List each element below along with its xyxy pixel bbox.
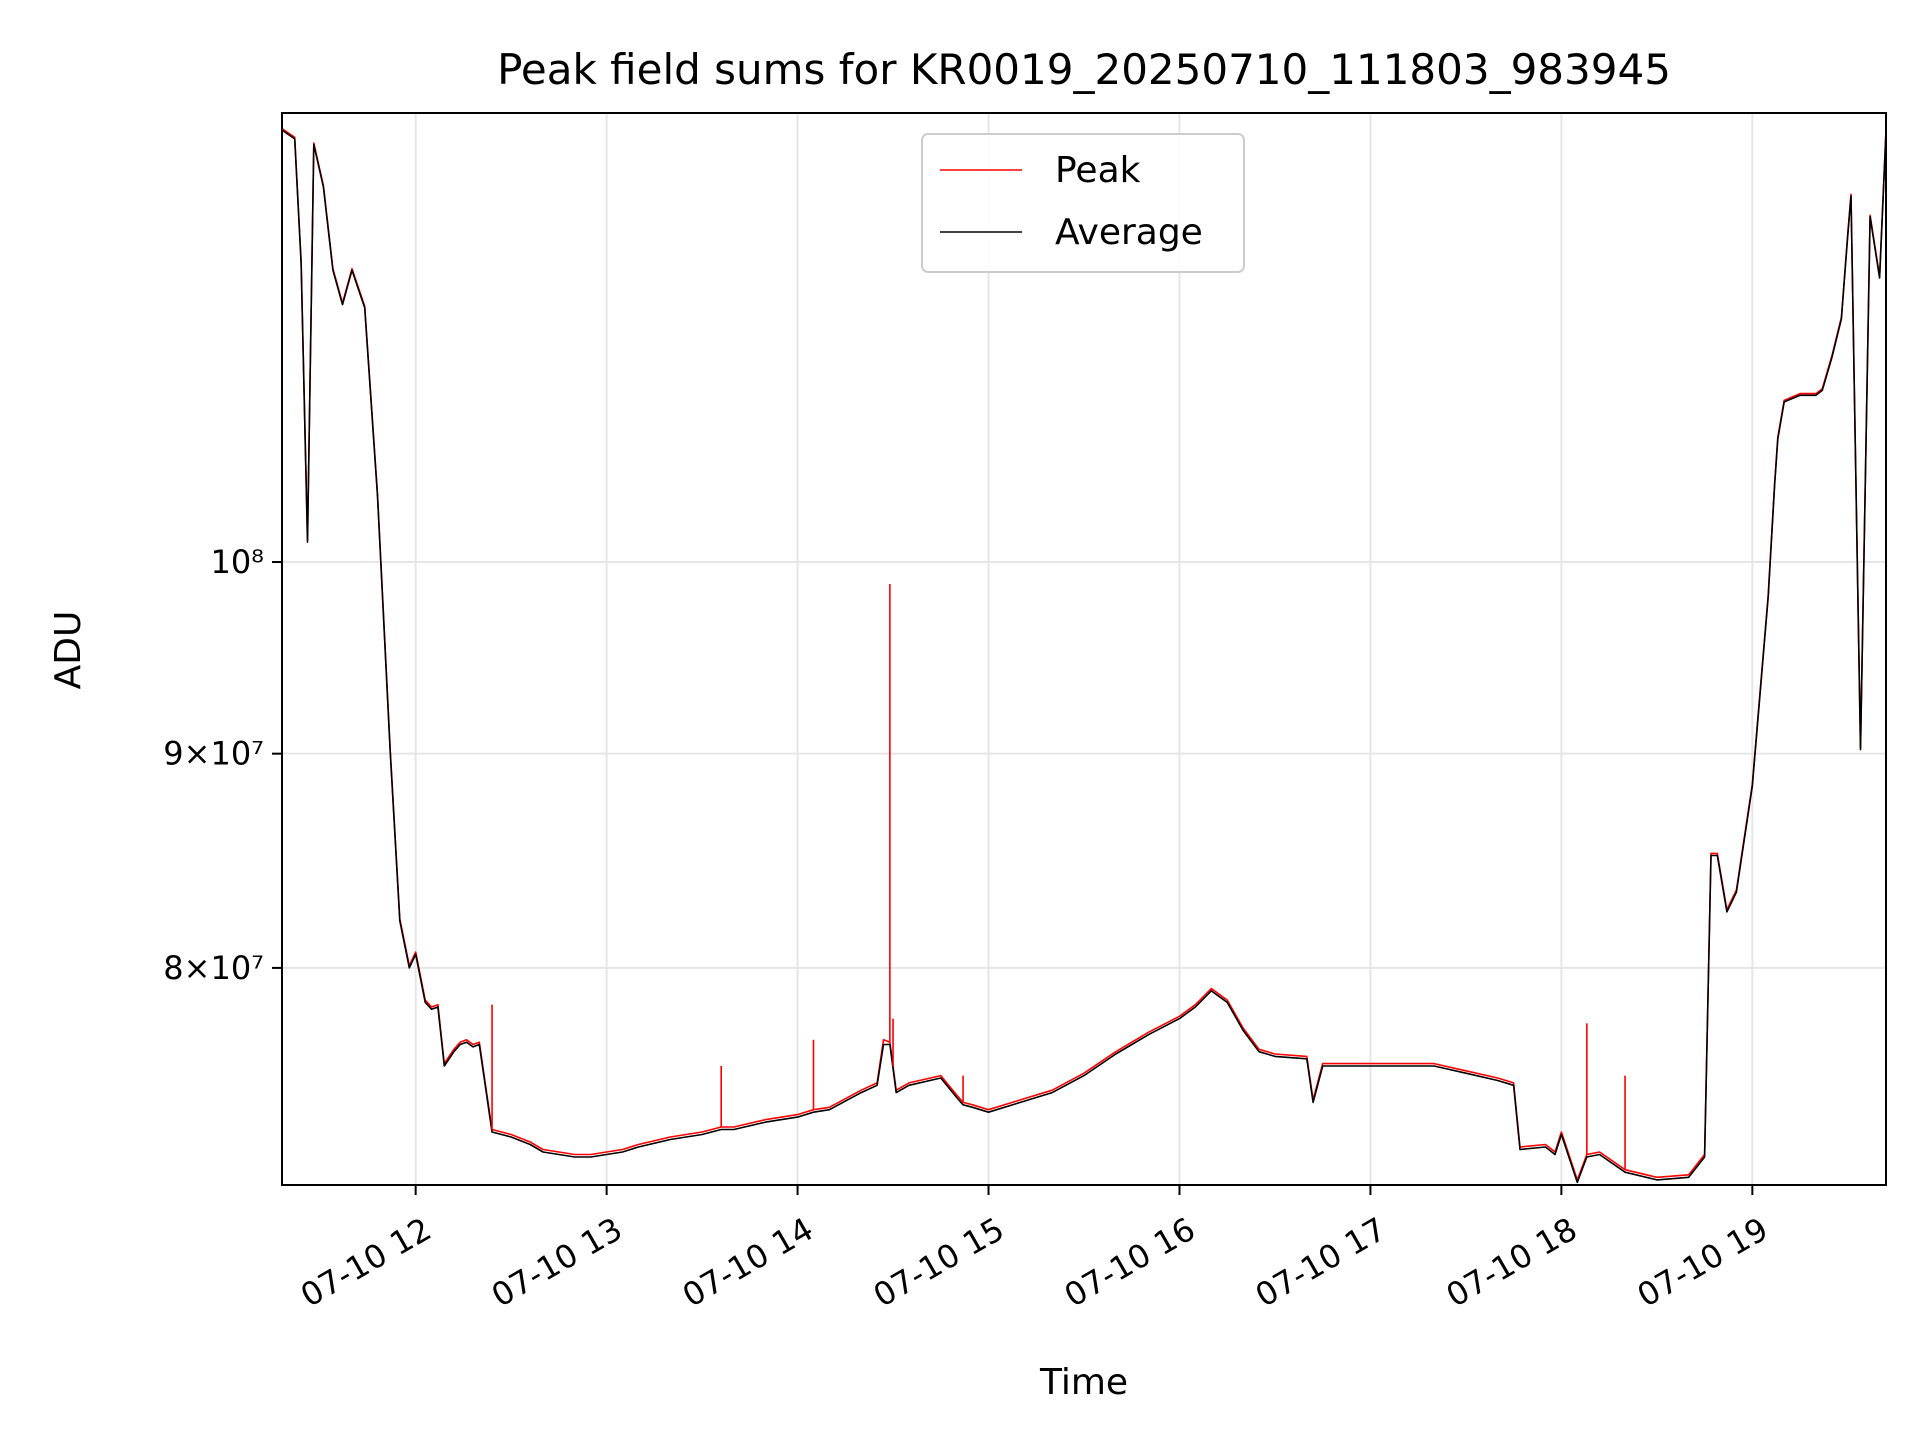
series-layer [282, 128, 1886, 1184]
gridlines [282, 113, 1886, 1185]
legend-label-peak: Peak [1055, 150, 1141, 191]
chart-title: Peak field sums for KR0019_20250710_1118… [497, 45, 1671, 94]
series-line-average [282, 129, 1886, 1184]
y-tick-label: 10⁸ [210, 543, 264, 581]
legend-box [921, 133, 1245, 273]
legend: Peak Average [921, 133, 1245, 273]
y-tick-label: 9×10⁷ [163, 735, 264, 773]
legend-label-average: Average [1055, 212, 1203, 253]
plot-frame [281, 112, 1887, 1186]
y-tick-label: 8×10⁷ [163, 949, 264, 987]
y-axis-ticks: 8×10⁷ 9×10⁷ 10⁸ [163, 543, 282, 987]
x-axis-label: Time [1039, 1362, 1128, 1403]
y-axis-label: ADU [48, 611, 89, 690]
